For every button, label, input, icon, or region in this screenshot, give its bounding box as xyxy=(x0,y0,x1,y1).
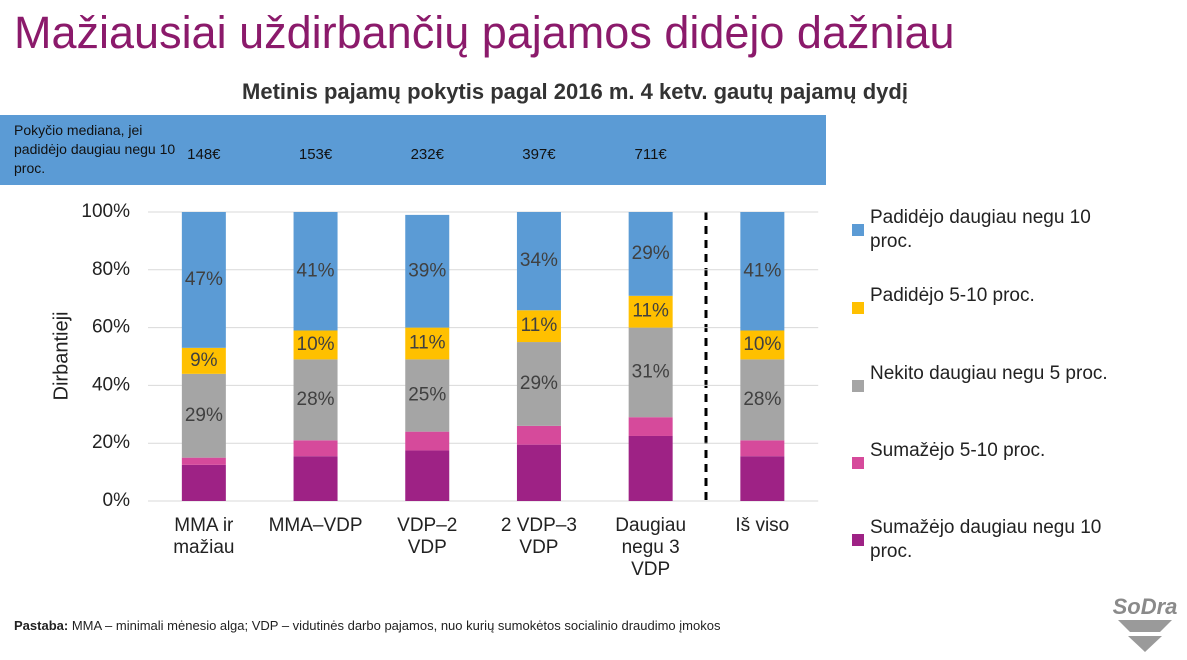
bar-segment xyxy=(740,212,785,331)
data-label: 31% xyxy=(632,361,670,382)
data-label: 39% xyxy=(408,260,446,281)
bar-segment xyxy=(405,327,450,360)
x-tick-label: VDP–2 VDP xyxy=(397,515,458,558)
chart-title: Metinis pajamų pokytis pagal 2016 m. 4 k… xyxy=(242,79,908,104)
x-tick-label: 2 VDP–3 VDP xyxy=(500,515,577,558)
y-tick-label: 0% xyxy=(103,490,131,511)
median-value: 397€ xyxy=(522,146,556,163)
bar-segment xyxy=(405,431,450,451)
data-label: 9% xyxy=(190,350,218,371)
bar-segment xyxy=(516,425,561,445)
legend-label: Padidėjo 5-10 proc. xyxy=(870,285,1035,306)
bar-segment xyxy=(293,212,338,331)
y-tick-label: 60% xyxy=(92,317,130,338)
bar-segment xyxy=(181,464,226,501)
x-tick-label: MMA ir mažiau xyxy=(173,515,235,558)
bar-segment xyxy=(740,359,785,441)
legend-swatch xyxy=(852,380,864,392)
data-label: 28% xyxy=(297,389,335,410)
legend-swatch xyxy=(852,534,864,546)
legend-label: Padidėjo daugiau negu 10 proc. xyxy=(870,207,1091,252)
logo: SoDra xyxy=(1113,594,1178,619)
median-value: 711€ xyxy=(635,146,668,163)
data-label: 29% xyxy=(632,243,670,264)
bar-segment xyxy=(740,456,785,501)
bar-segment xyxy=(628,212,673,296)
bar-segment xyxy=(740,440,785,457)
data-label: 11% xyxy=(409,333,446,354)
legend-label: Nekito daugiau negu 5 proc. xyxy=(870,363,1108,384)
bar-segment xyxy=(516,212,561,311)
y-tick-label: 80% xyxy=(92,259,130,280)
bar-segment xyxy=(181,373,226,458)
data-label: 34% xyxy=(520,250,558,271)
logo-icon xyxy=(1118,620,1172,652)
bar-segment xyxy=(516,444,561,501)
data-label: 11% xyxy=(632,301,669,322)
y-tick-label: 20% xyxy=(92,432,130,453)
data-label: 10% xyxy=(743,334,781,355)
bar-segment xyxy=(740,330,785,360)
data-label: 29% xyxy=(185,405,223,426)
y-tick-label: 40% xyxy=(92,374,130,395)
bar-segment xyxy=(293,330,338,360)
bar-segment xyxy=(181,347,226,374)
legend-swatch xyxy=(852,457,864,469)
data-label: 28% xyxy=(743,389,781,410)
bar-segment xyxy=(628,417,673,436)
data-label: 10% xyxy=(297,334,335,355)
bar-segment xyxy=(293,456,338,501)
bar-segment xyxy=(405,214,450,328)
legend-label: Sumažėjo 5-10 proc. xyxy=(870,440,1046,461)
bar-segment xyxy=(293,359,338,441)
y-tick-label: 100% xyxy=(81,201,130,222)
y-axis-label: Dirbantieji xyxy=(50,312,72,401)
note-text: MMA – minimali mėnesio alga; VDP – vidut… xyxy=(71,618,721,633)
median-value: 148€ xyxy=(187,146,221,163)
bar-segment xyxy=(516,310,561,343)
data-label: 41% xyxy=(743,260,781,281)
legend-label: Sumažėjo daugiau negu 10 proc. xyxy=(870,517,1102,562)
x-tick-label: Iš viso xyxy=(735,515,790,536)
data-label: 29% xyxy=(520,373,558,394)
bar-segment xyxy=(628,435,673,501)
data-label: 25% xyxy=(408,385,446,406)
note: Pastaba: MMA – minimali mėnesio alga; VD… xyxy=(14,618,720,633)
bar-segment xyxy=(405,359,450,432)
data-label: 11% xyxy=(521,315,558,336)
bar-segment xyxy=(405,450,450,501)
median-label: Pokyčio mediana, jei padidėjo daugiau ne… xyxy=(14,122,176,176)
median-value: 232€ xyxy=(411,146,445,163)
legend-swatch xyxy=(852,302,864,314)
x-tick-label: Daugiau negu 3 VDP xyxy=(615,515,687,580)
median-value: 153€ xyxy=(299,146,333,163)
median-banner xyxy=(0,115,826,185)
data-label: 41% xyxy=(297,260,335,281)
bar-segment xyxy=(628,327,673,418)
bar-segment xyxy=(516,342,561,426)
bar-segment xyxy=(293,440,338,457)
x-tick-label: MMA–VDP xyxy=(268,515,363,536)
bar-segment xyxy=(628,295,673,328)
data-label: 47% xyxy=(185,269,223,290)
bar-segment xyxy=(181,457,226,465)
slide-title: Mažiausiai uždirbančių pajamos didėjo da… xyxy=(14,7,955,58)
note-label: Pastaba: xyxy=(14,618,69,633)
legend-swatch xyxy=(852,224,864,236)
bar-segment xyxy=(181,212,226,348)
